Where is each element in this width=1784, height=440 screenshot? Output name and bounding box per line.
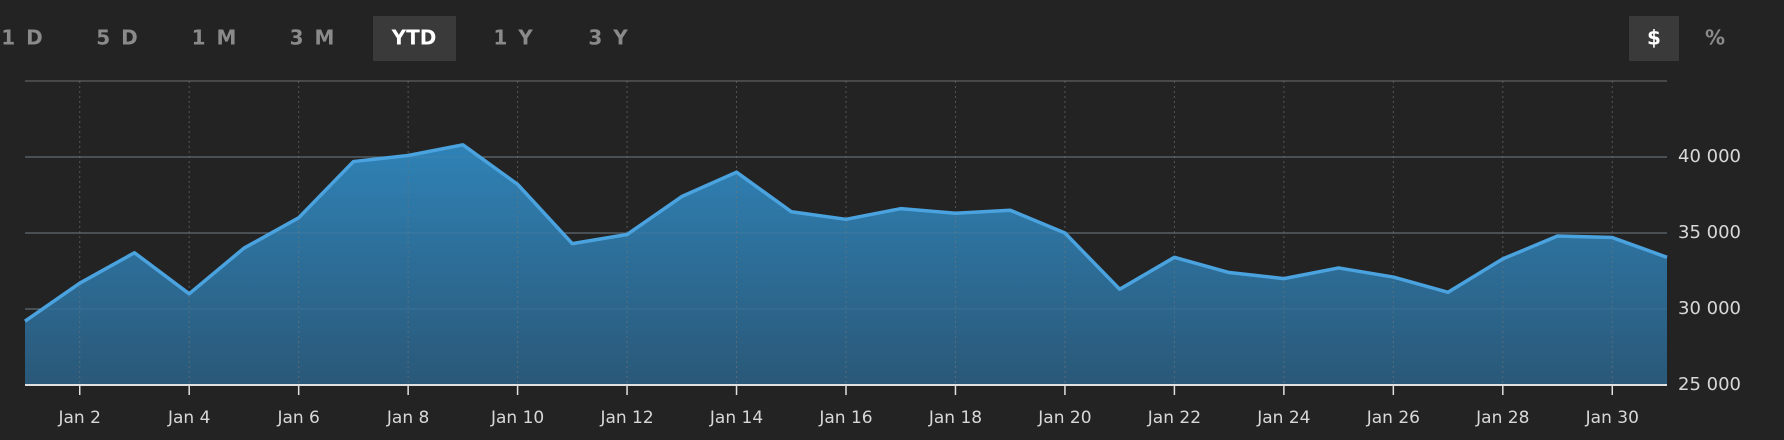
- range-button[interactable]: 1 D: [1, 26, 44, 50]
- x-tick-label: Jan 26: [1366, 408, 1420, 428]
- range-button[interactable]: 1 M: [192, 26, 239, 50]
- x-tick-label: Jan 2: [58, 408, 101, 428]
- x-tick-label: Jan 6: [276, 408, 319, 428]
- x-tick-label: Jan 12: [599, 408, 653, 428]
- y-tick-label: 30 000: [1678, 298, 1741, 319]
- x-tick-label: Jan 14: [709, 408, 763, 428]
- x-tick-label: Jan 30: [1585, 408, 1639, 428]
- unit-button[interactable]: $: [1647, 26, 1661, 50]
- x-tick-label: Jan 28: [1475, 408, 1529, 428]
- y-tick-label: 40 000: [1678, 146, 1741, 167]
- range-button-bg: [373, 16, 456, 61]
- x-tick-label: Jan 18: [928, 408, 982, 428]
- range-button[interactable]: 3 Y: [588, 26, 629, 50]
- range-button[interactable]: 5 D: [96, 26, 139, 50]
- unit-button[interactable]: %: [1705, 26, 1727, 50]
- x-tick-label: Jan 4: [167, 408, 210, 428]
- range-button[interactable]: 3 M: [290, 26, 337, 50]
- x-tick-label: Jan 20: [1037, 408, 1091, 428]
- range-button[interactable]: YTD: [391, 26, 437, 50]
- x-tick-label: Jan 10: [490, 408, 544, 428]
- y-tick-label: 25 000: [1678, 374, 1741, 395]
- x-tick-label: Jan 8: [386, 408, 429, 428]
- y-tick-label: 35 000: [1678, 222, 1741, 243]
- unit-button-bg: [1629, 16, 1679, 61]
- x-tick-label: Jan 24: [1256, 408, 1310, 428]
- line: [24, 143, 1668, 323]
- area-fill: [25, 144, 1667, 385]
- x-tick-label: Jan 22: [1147, 408, 1201, 428]
- range-button[interactable]: 1 Y: [493, 26, 534, 50]
- x-tick-label: Jan 16: [818, 408, 872, 428]
